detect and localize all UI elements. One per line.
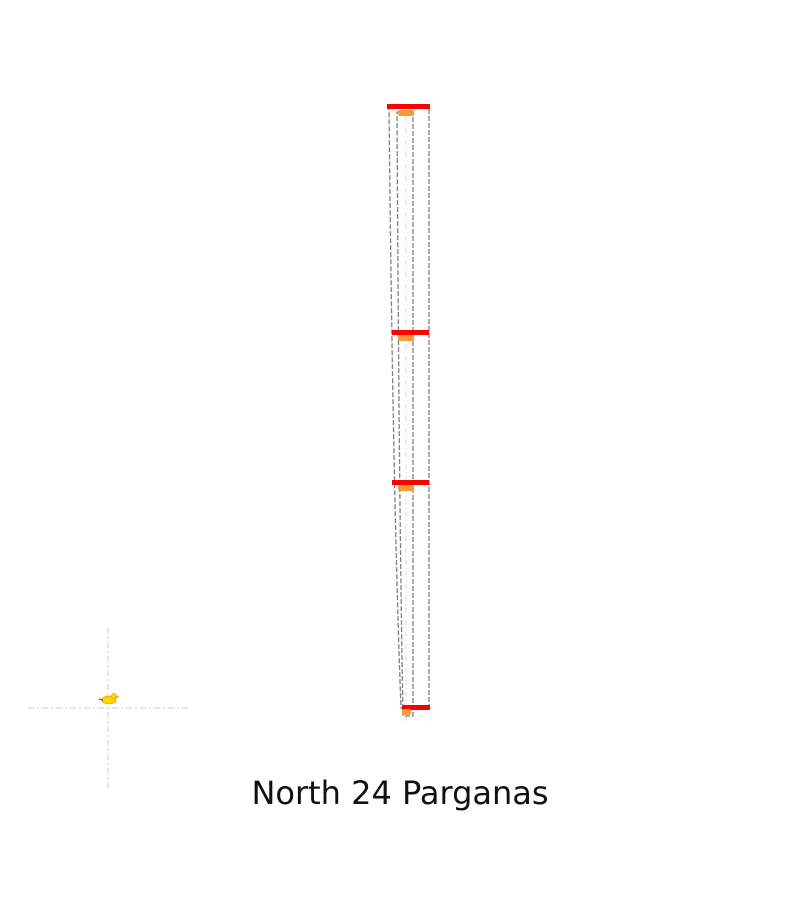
marker-bottom — [402, 709, 411, 715]
outer-column-outline — [389, 107, 429, 708]
yellow-bird-pin-icon — [99, 693, 120, 704]
boundary-bar-upper — [392, 330, 429, 335]
marker-middle — [398, 485, 414, 491]
region-caption: North 24 Parganas — [0, 774, 800, 812]
marker-top — [398, 110, 414, 116]
marker-upper — [398, 335, 414, 341]
column-outlines — [389, 107, 429, 716]
inner-column-outline — [397, 112, 413, 716]
locator-crosshair — [28, 628, 188, 788]
boundary-bar-middle — [392, 480, 429, 485]
boundary-bar-top — [387, 104, 430, 109]
